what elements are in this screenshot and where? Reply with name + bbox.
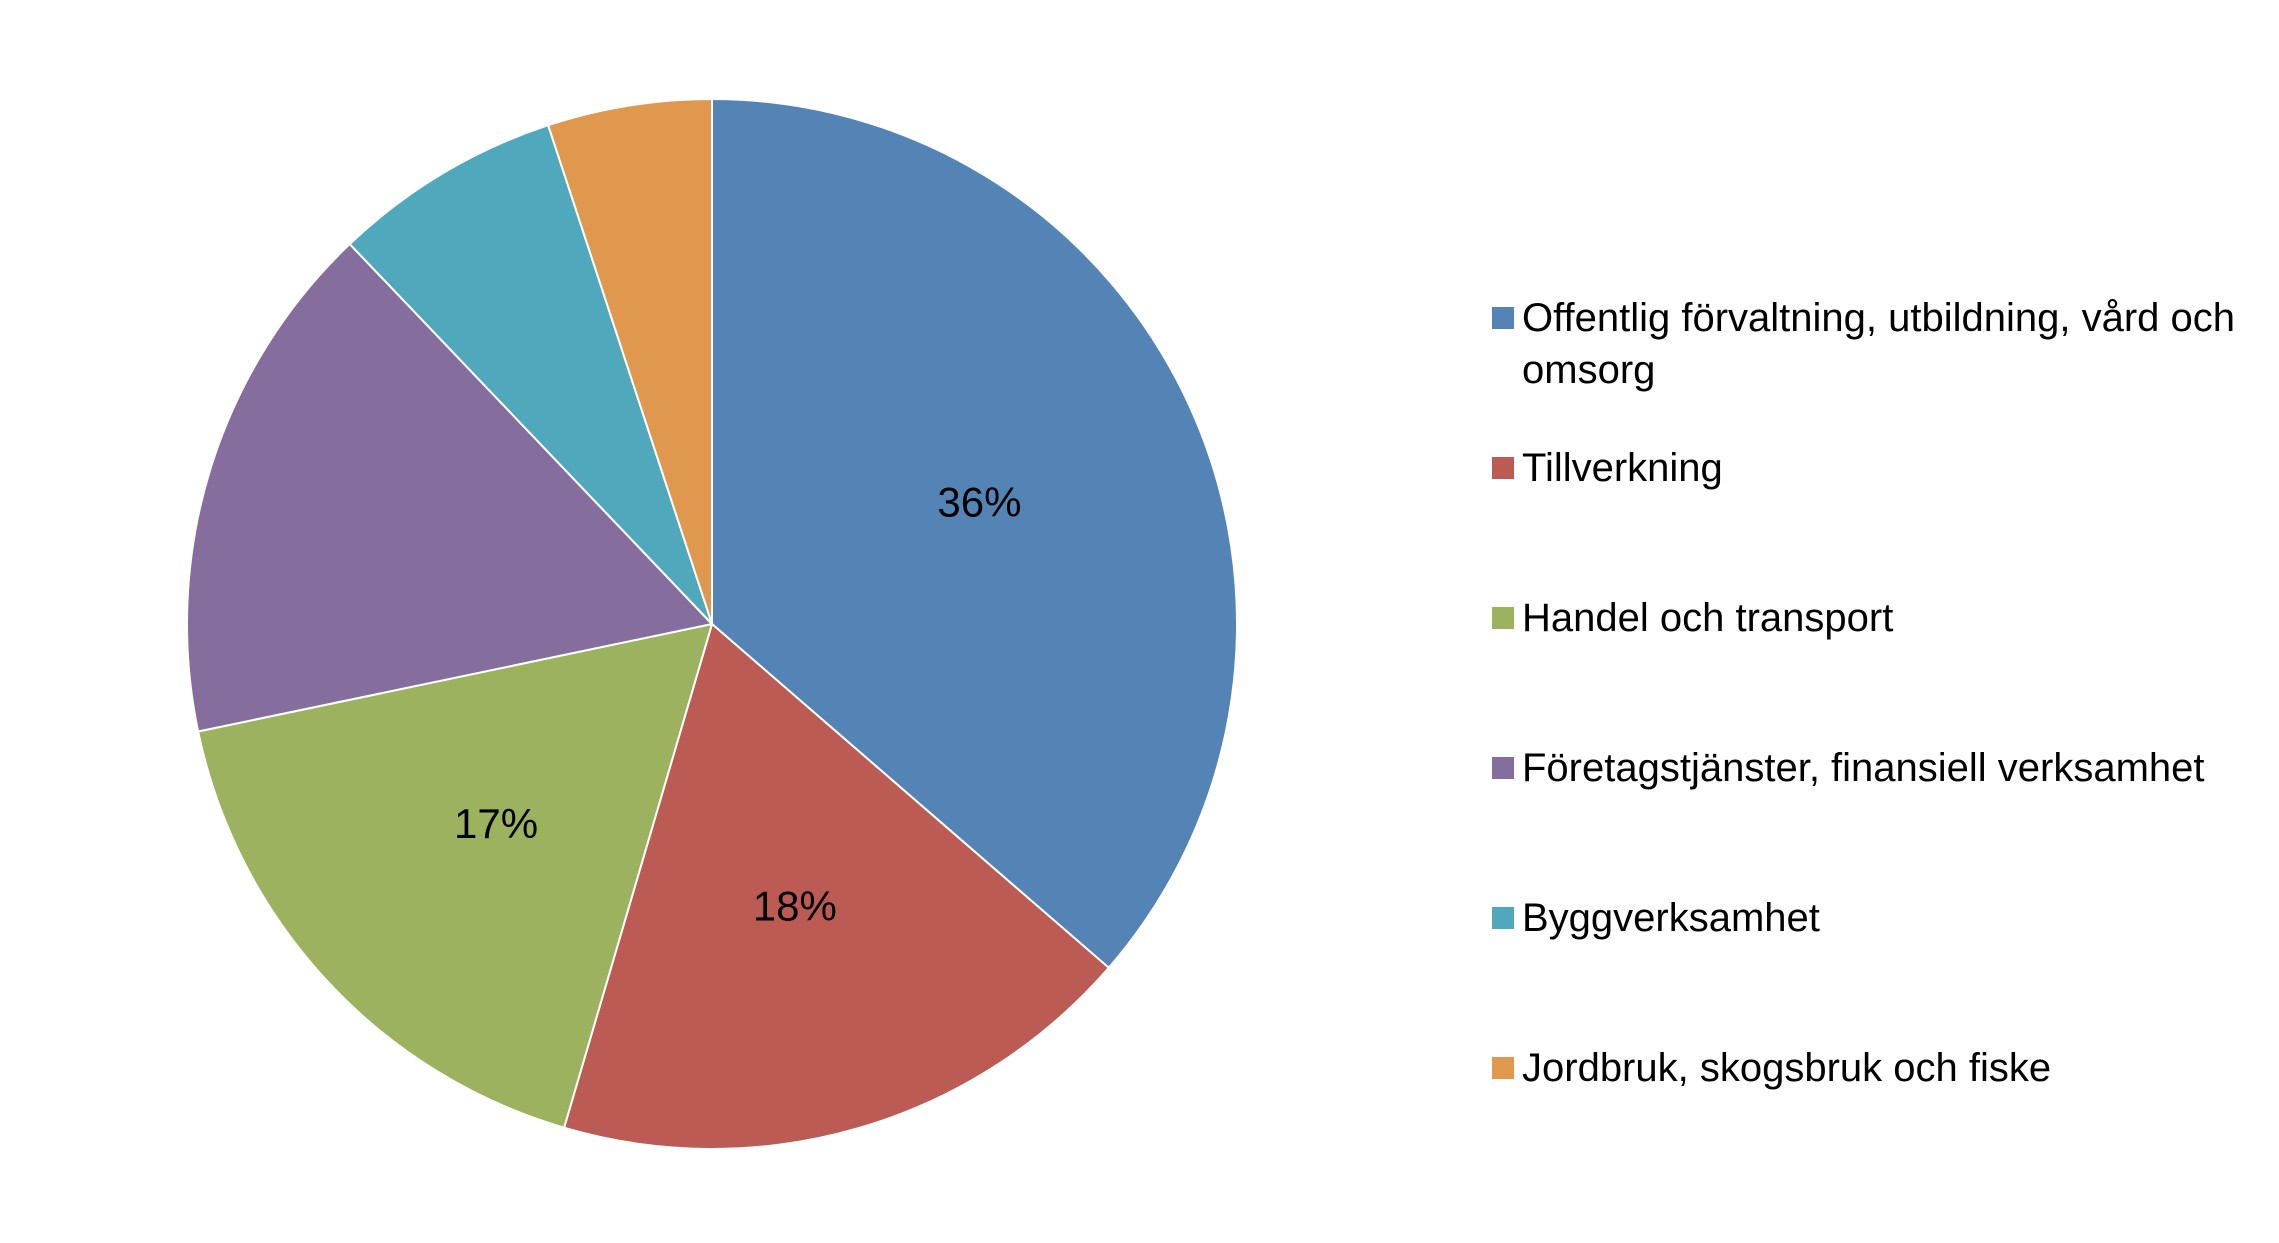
- legend-swatch-byggverksamhet: [1492, 907, 1514, 929]
- pie-slice-handel-och-transport: [196, 622, 714, 1129]
- data-label-handel-och-transport: 17%: [454, 800, 538, 847]
- legend-swatch-foretagstjanster-finansiell-verksamhet: [1492, 757, 1514, 779]
- legend: Offentlig förvaltning, utbildning, vård …: [1492, 296, 2235, 1090]
- pie-data-labels: 36% 18% 17%: [454, 478, 1021, 929]
- pie-slice-byggverksamhet: [348, 123, 713, 625]
- pie-slices: [186, 97, 1238, 1150]
- data-label-tillverkning: 18%: [753, 883, 837, 930]
- legend-swatch-offentlig-forvaltning-utbildning-vard-och-omsorg: [1492, 307, 1514, 329]
- legend-label-byggverksamhet: Byggverksamhet: [1522, 896, 1820, 940]
- legend-label-handel-och-transport: Handel och transport: [1522, 596, 1893, 640]
- legend-swatch-tillverkning: [1492, 457, 1514, 479]
- legend-label-jordbruk-skogsbruk-och-fiske: Jordbruk, skogsbruk och fiske: [1522, 1046, 2051, 1090]
- data-label-offentlig-forvaltning-utbildning-vard-och-omsorg: 36%: [937, 478, 1021, 525]
- legend-label-foretagstjanster-finansiell-verksamhet: Företagstjänster, finansiell verksamhet: [1522, 746, 2205, 790]
- legend-label-offentlig-forvaltning-utbildning-vard-och-omsorg: Offentlig förvaltning, utbildning, vård …: [1522, 296, 2235, 392]
- pie-slice-foretagstjanster-finansiell-verksamhet: [186, 242, 714, 733]
- legend-swatch-jordbruk-skogsbruk-och-fiske: [1492, 1057, 1514, 1079]
- pie-slice-tillverkning: [562, 622, 1111, 1150]
- legend-label-tillverkning: Tillverkning: [1522, 446, 1723, 490]
- pie-slice-offentlig-forvaltning-utbildning-vard-och-omsorg: [711, 97, 1238, 970]
- pie-slice-jordbruk-skogsbruk-och-fiske: [546, 97, 713, 625]
- legend-swatch-handel-och-transport: [1492, 607, 1514, 629]
